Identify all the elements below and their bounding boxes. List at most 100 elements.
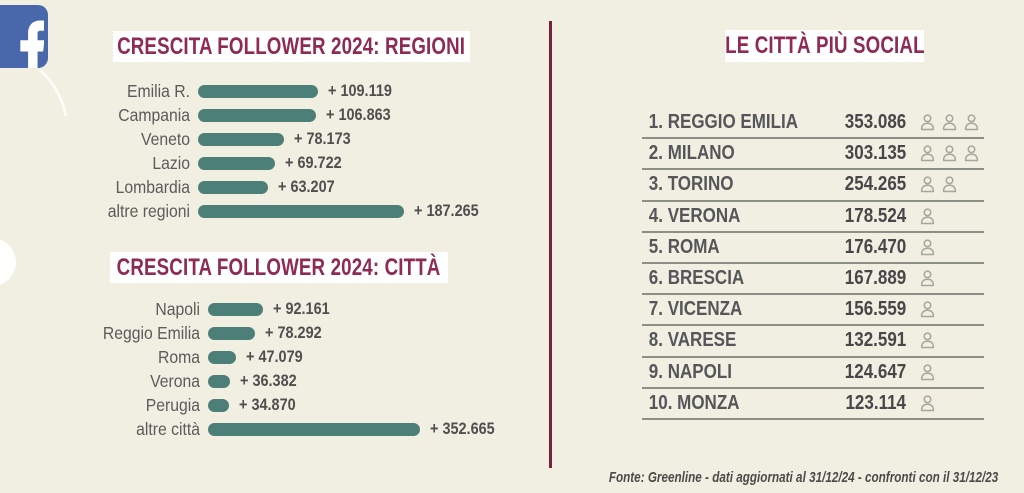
chart-bar	[208, 422, 420, 436]
chart-row-value: + 187.265	[414, 201, 479, 220]
chart-row-value: + 78.292	[265, 323, 322, 342]
ranking-user-icons	[918, 269, 984, 288]
ranking-followers-value: 254.265	[844, 173, 907, 196]
chart-row-label: Napoli	[155, 298, 200, 319]
chart-regioni-rows: Emilia R. + 109.119 Campania + 106.863 V…	[0, 79, 545, 223]
ranking-city-label: 4. VERONA	[648, 204, 741, 227]
ranking-row: 4. VERONA 178.524	[642, 202, 984, 233]
user-icon	[920, 114, 935, 131]
chart-bar	[208, 398, 229, 412]
chart-row-value: + 106.863	[325, 105, 391, 124]
facebook-f-glyph	[20, 20, 45, 68]
ranking-row: 5. ROMA 176.470	[642, 233, 984, 264]
user-icon	[920, 208, 935, 224]
ranking-user-icons	[918, 331, 984, 350]
facebook-logo-icon	[0, 5, 48, 68]
ranking-row: 8. VARESE 132.591	[642, 326, 984, 358]
ranking-city-label: 2. MILANO	[648, 142, 735, 165]
ranking-user-icons	[918, 207, 984, 226]
ranking-city-label: 7. VICENZA	[648, 298, 743, 321]
chart-row-label: altre città	[136, 418, 200, 439]
chart-regioni-title-text: CRESCITA FOLLOWER 2024: REGIONI	[117, 32, 466, 60]
chart-row: Roma + 47.079	[0, 345, 545, 369]
ranking-followers-value: 303.135	[844, 142, 907, 165]
ranking-user-icons	[918, 175, 984, 194]
chart-row-label: altre regioni	[107, 200, 190, 221]
chart-row: altre città + 352.665	[0, 417, 545, 441]
ranking-title-text: LE CITTÀ PIÙ SOCIAL	[724, 32, 925, 59]
chart-bar	[198, 204, 404, 218]
chart-row: Lazio + 69.722	[0, 151, 545, 175]
ranking-followers-value: 353.086	[844, 111, 907, 134]
chart-row: Napoli + 92.161	[0, 297, 545, 321]
ranking-row: 9. NAPOLI 124.647	[642, 358, 984, 389]
ranking-followers-value: 132.591	[844, 329, 907, 352]
ranking-user-icons	[918, 394, 984, 413]
ranking-city-label: 10. MONZA	[648, 391, 740, 414]
chart-row: Veneto + 78.173	[0, 127, 545, 151]
chart-row-label: Roma	[157, 346, 200, 367]
chart-row: Reggio Emilia + 78.292	[0, 321, 545, 345]
ranking-user-icons	[918, 238, 984, 257]
chart-row-label: Lombardia	[115, 176, 190, 197]
chart-citta-title: CRESCITA FOLLOWER 2024: CITTÀ	[110, 252, 448, 283]
ranking-row: 1. REGGIO EMILIA 353.086	[642, 108, 984, 140]
ranking-followers-value: 156.559	[844, 298, 907, 321]
ranking-user-icons	[918, 144, 984, 163]
chart-row-value: + 63.207	[277, 177, 335, 196]
ranking-followers-value: 124.647	[844, 360, 907, 383]
ranking-title: LE CITTÀ PIÙ SOCIAL	[725, 30, 924, 62]
ranking-user-icons	[918, 300, 984, 319]
decorative-circle	[0, 238, 16, 286]
chart-row-value: + 92.161	[273, 299, 330, 318]
user-icon	[964, 145, 979, 162]
ranking-city-label: 9. NAPOLI	[648, 360, 732, 383]
ranking-followers-value: 176.470	[844, 235, 907, 258]
ranking-row: 3. TORINO 254.265	[642, 170, 984, 202]
user-icon	[920, 145, 935, 162]
ranking-row: 7. VICENZA 156.559	[642, 295, 984, 327]
user-icon	[942, 114, 957, 131]
user-icon	[964, 114, 979, 131]
chart-bar	[198, 132, 284, 146]
user-icon	[920, 176, 935, 193]
chart-bar	[208, 302, 264, 316]
chart-row-value: + 47.079	[246, 347, 303, 366]
chart-bar	[198, 156, 275, 170]
user-icon	[920, 363, 935, 380]
chart-row-label: Reggio Emilia	[102, 322, 200, 343]
user-icon	[942, 145, 957, 162]
ranking-followers-value: 123.114	[845, 391, 906, 414]
chart-bar	[208, 374, 230, 388]
user-icon	[920, 395, 935, 411]
ranking-followers-value: 178.524	[844, 204, 907, 227]
user-icon	[920, 301, 935, 318]
chart-row: Perugia + 34.870	[0, 393, 545, 417]
chart-row: Emilia R. + 109.119	[0, 79, 545, 103]
ranking-city-label: 3. TORINO	[648, 173, 734, 196]
chart-regioni-title: CRESCITA FOLLOWER 2024: REGIONI	[113, 31, 470, 62]
chart-row: Lombardia + 63.207	[0, 175, 545, 199]
chart-row: Verona + 36.382	[0, 369, 545, 393]
user-icon	[920, 332, 935, 349]
vertical-divider	[549, 21, 552, 468]
chart-row-value: + 36.382	[239, 371, 297, 390]
ranking-city-label: 1. REGGIO EMILIA	[648, 111, 799, 134]
ranking-table: 1. REGGIO EMILIA 353.086 2. MILANO 303.1…	[642, 108, 984, 420]
chart-row-label: Campania	[118, 104, 190, 125]
chart-row-value: + 352.665	[429, 419, 495, 438]
chart-bar	[208, 350, 237, 364]
chart-row-value: + 34.870	[238, 395, 296, 414]
chart-citta-rows: Napoli + 92.161 Reggio Emilia + 78.292 R…	[0, 297, 545, 441]
chart-bar	[198, 108, 316, 122]
chart-bar	[198, 84, 318, 98]
chart-row-value: + 78.173	[294, 129, 351, 148]
chart-row: Campania + 106.863	[0, 103, 545, 127]
ranking-followers-value: 167.889	[844, 267, 907, 290]
user-icon	[920, 270, 935, 287]
ranking-city-label: 5. ROMA	[648, 235, 720, 258]
decorative-arc	[38, 68, 68, 117]
ranking-row: 2. MILANO 303.135	[642, 139, 984, 171]
ranking-row: 10. MONZA 123.114	[642, 389, 984, 420]
